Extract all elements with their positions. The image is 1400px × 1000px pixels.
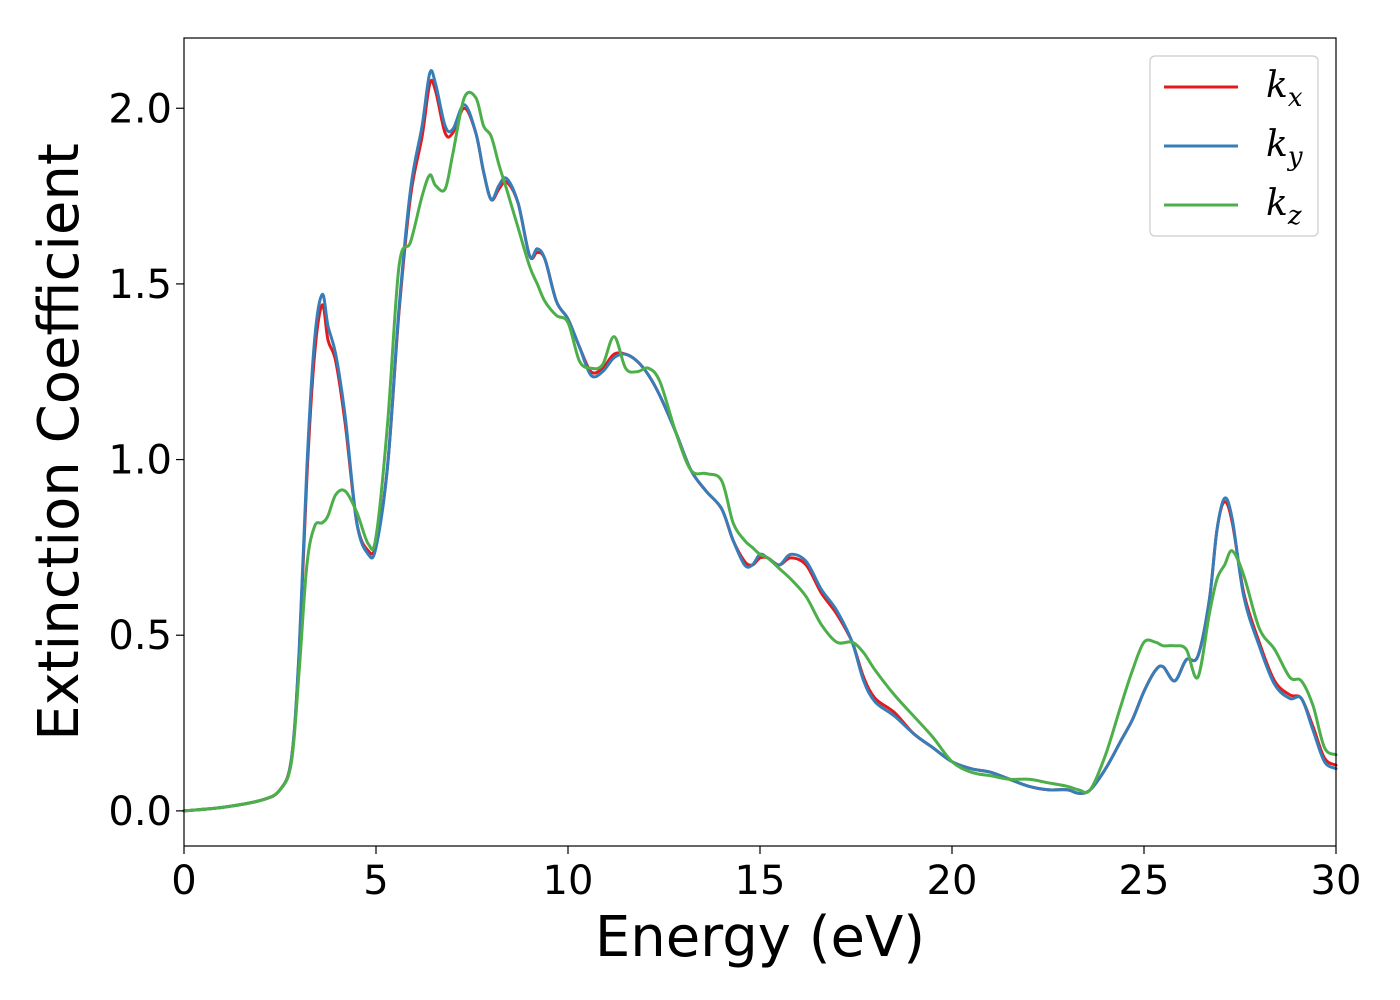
x-axis-title: Energy (eV) — [595, 905, 925, 970]
y-tick-label: 1.5 — [108, 262, 172, 308]
y-axis-title: Extinction Coefficient — [27, 143, 92, 741]
y-tick-label: 0.5 — [108, 613, 172, 659]
x-tick-label: 15 — [735, 858, 786, 904]
x-tick-label: 30 — [1311, 858, 1362, 904]
legend-label-y: ky — [1266, 124, 1303, 172]
x-tick-label: 0 — [171, 858, 196, 904]
y-tick-label: 2.0 — [108, 86, 172, 132]
x-tick-label: 10 — [543, 858, 594, 904]
x-tick-label: 5 — [363, 858, 388, 904]
legend-label-x: kx — [1266, 65, 1303, 113]
series-layer — [182, 69, 1338, 813]
series-line-z — [182, 90, 1338, 813]
y-tick-label: 1.0 — [108, 438, 172, 484]
y-tick-label: 0.0 — [108, 789, 172, 835]
series-line-y — [182, 69, 1338, 813]
y-axis: 0.0 0.5 1.0 1.5 2.0 — [108, 86, 184, 835]
legend-label-z: kz — [1266, 183, 1302, 231]
x-tick-label: 20 — [927, 858, 978, 904]
x-tick-label: 25 — [1119, 858, 1170, 904]
legend: kx ky kz — [1149, 55, 1319, 237]
x-axis: 0 5 10 15 20 25 30 — [171, 846, 1361, 904]
